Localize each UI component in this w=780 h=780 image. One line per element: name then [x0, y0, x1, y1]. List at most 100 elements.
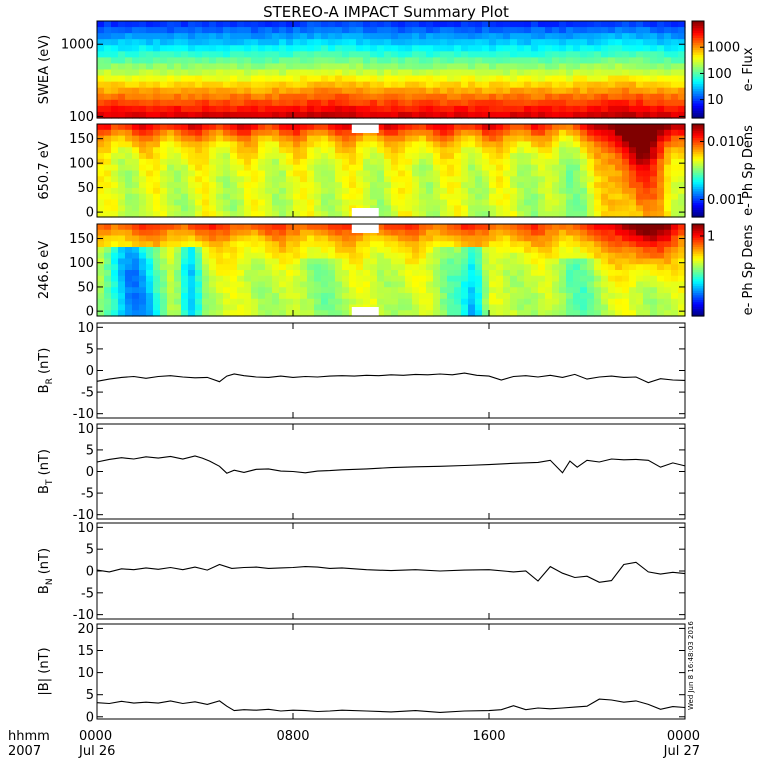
spectrogram-cell: [496, 33, 504, 40]
spectrogram-cell: [622, 298, 630, 306]
spectrogram-cell: [181, 147, 189, 154]
spectrogram-cell: [153, 141, 161, 148]
spectrogram-cell: [454, 57, 462, 65]
spectrogram-cell: [104, 252, 112, 260]
spectrogram-cell: [503, 182, 511, 189]
spectrogram-cell: [300, 310, 308, 317]
spectrogram-cell: [188, 164, 196, 172]
spectrogram-cell: [111, 87, 119, 95]
spectrogram-cell: [454, 304, 462, 311]
spectrogram-cell: [671, 247, 679, 254]
spectrogram-cell: [251, 124, 259, 131]
spectrogram-cell: [601, 93, 609, 101]
spectrogram-cell: [489, 310, 497, 317]
spectrogram-cell: [314, 258, 322, 265]
colorbar-segment: [692, 196, 704, 199]
spectrogram-cell: [475, 211, 483, 218]
spectrogram-cell: [258, 176, 266, 183]
spectrogram-cell: [272, 298, 280, 306]
spectrogram-cell: [174, 287, 182, 294]
spectrogram-cell: [286, 135, 294, 143]
spectrogram-cell: [531, 170, 539, 177]
spectrogram-cell: [195, 164, 203, 172]
spectrogram-cell: [377, 199, 385, 206]
spectrogram-cell: [342, 235, 350, 242]
spectrogram-cell: [300, 275, 308, 283]
spectrogram-cell: [468, 81, 476, 89]
spectrogram-cell: [202, 241, 210, 248]
spectrogram-cell: [510, 45, 518, 52]
spectrogram-cell: [356, 193, 364, 201]
spectrogram-cell: [475, 199, 483, 206]
spectrogram-cell: [440, 99, 448, 107]
spectrogram-cell: [671, 182, 679, 189]
spectrogram-cell: [356, 33, 364, 40]
spectrogram-cell: [272, 270, 280, 277]
spectrogram-cell: [594, 51, 602, 58]
spectrogram-cell: [209, 224, 217, 231]
spectrogram-cell: [174, 57, 182, 65]
spectrogram-cell: [160, 147, 168, 154]
spectrogram-cell: [524, 270, 532, 277]
spectrogram-cell: [398, 27, 406, 34]
spectrogram-cell: [664, 81, 672, 89]
spectrogram-cell: [594, 247, 602, 254]
spectrogram-cell: [440, 176, 448, 183]
spectrogram-cell: [552, 310, 560, 317]
spectrogram-cell: [559, 81, 567, 89]
spectrogram-cell: [622, 147, 630, 154]
spectrogram-cell: [419, 293, 427, 300]
spectrogram-cell: [454, 199, 462, 206]
spectrogram-cell: [216, 129, 224, 137]
spectrogram-cell: [160, 310, 168, 317]
spectrogram-cell: [678, 205, 686, 212]
spectrogram-cell: [272, 69, 280, 77]
spectrogram-cell: [370, 275, 378, 283]
spectrogram-cell: [188, 258, 196, 265]
spectrogram-cell: [342, 205, 350, 212]
spectrogram-cell: [314, 147, 322, 154]
spectrogram-cell: [188, 304, 196, 311]
spectrogram-cell: [300, 75, 308, 83]
spectrogram-cell: [678, 187, 686, 195]
spectrogram-cell: [125, 182, 133, 189]
spectrogram-cell: [503, 75, 511, 83]
spectrogram-cell: [258, 275, 266, 283]
spectrogram-cell: [314, 264, 322, 271]
spectrogram-cell: [524, 281, 532, 288]
spectrogram-cell: [384, 241, 392, 248]
spectrogram-cell: [293, 45, 301, 52]
spectrogram-cell: [531, 287, 539, 294]
data-gap-top: [351, 124, 379, 133]
spectrogram-cell: [454, 310, 462, 317]
spectrogram-cell: [223, 33, 231, 40]
spectrogram-cell: [272, 187, 280, 195]
spectrogram-cell: [580, 187, 588, 195]
spectrogram-cell: [419, 141, 427, 148]
spectrogram-cell: [657, 75, 665, 83]
spectrogram-cell: [97, 99, 105, 107]
spectrogram-cell: [398, 252, 406, 260]
spectrogram-cell: [97, 264, 105, 271]
spectrogram-cell: [391, 205, 399, 212]
spectrogram-cell: [160, 81, 168, 89]
spectrogram-cell: [545, 304, 553, 311]
spectrogram-cell: [216, 111, 224, 119]
spectrogram-cell: [258, 211, 266, 218]
spectrogram-cell: [482, 281, 490, 288]
spectrogram-cell: [447, 135, 455, 143]
spectrogram-cell: [202, 235, 210, 242]
spectrogram-cell: [370, 176, 378, 183]
spectrogram-cell: [300, 93, 308, 101]
spectrogram-cell: [370, 241, 378, 248]
spectrogram-cell: [230, 153, 238, 160]
spectrogram-cell: [622, 187, 630, 195]
spectrogram-cell: [356, 75, 364, 83]
spectrogram-cell: [286, 81, 294, 89]
spectrogram-cell: [622, 45, 630, 52]
spectrogram-cell: [391, 199, 399, 206]
spectrogram-cell: [594, 153, 602, 160]
spectrogram-cell: [293, 129, 301, 137]
spectrogram-cell: [377, 193, 385, 201]
spectrogram-cell: [363, 258, 371, 265]
